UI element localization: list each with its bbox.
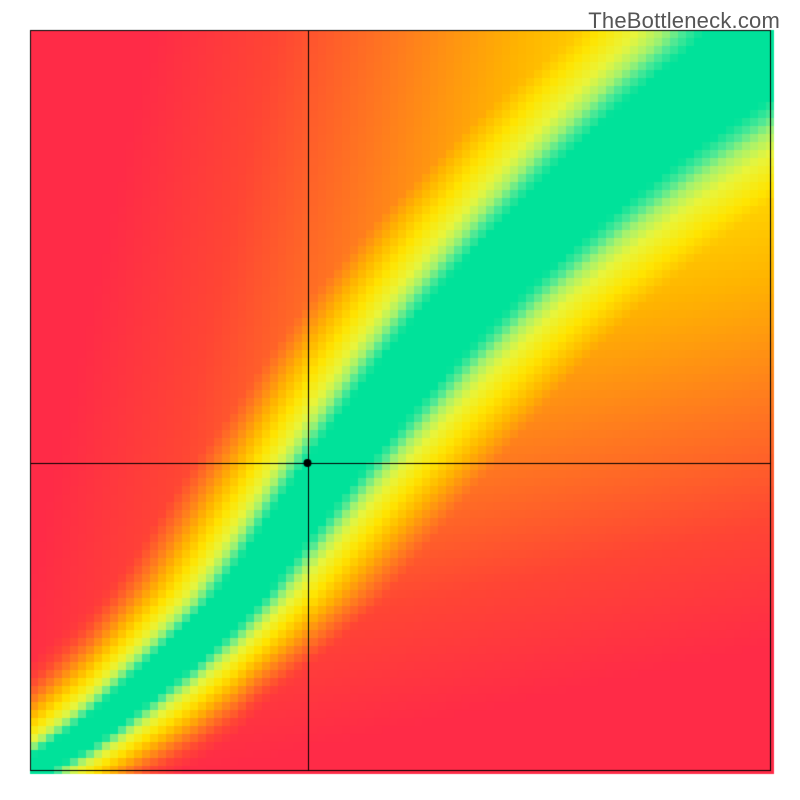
chart-container: TheBottleneck.com: [0, 0, 800, 800]
watermark-text: TheBottleneck.com: [588, 8, 780, 34]
heatmap-canvas: [0, 0, 800, 800]
